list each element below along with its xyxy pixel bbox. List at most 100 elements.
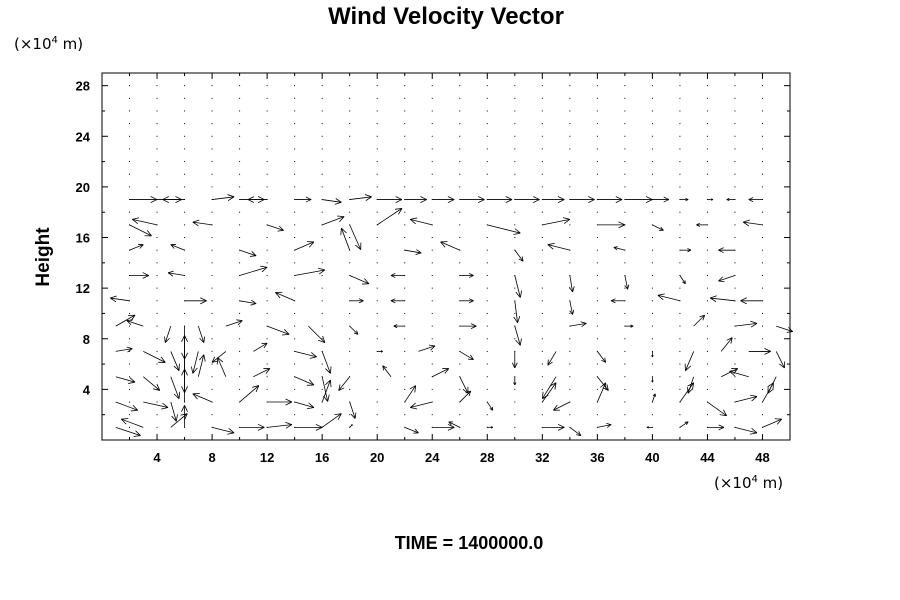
arrow-head (751, 428, 758, 434)
grid-point (129, 325, 131, 327)
grid-point (706, 287, 708, 289)
arrow-head (513, 232, 521, 235)
grid-point (624, 161, 626, 163)
wind-vector-arrow (459, 376, 469, 394)
arrow-shaft (129, 224, 152, 237)
arrow-shaft (132, 218, 158, 226)
grid-point (129, 148, 131, 150)
grid-point (569, 224, 571, 226)
grid-point (376, 110, 378, 112)
grid-point (294, 211, 296, 213)
arrow-head (578, 431, 582, 436)
wind-vector-arrow (321, 376, 330, 402)
arrow-shaft (721, 368, 738, 378)
arrow-head (120, 418, 127, 425)
grid-point (376, 173, 378, 175)
grid-point (349, 350, 351, 352)
arrow-head (257, 199, 265, 203)
grid-point (294, 173, 296, 175)
arrow-head (283, 329, 290, 335)
grid-point (349, 338, 351, 340)
grid-point (321, 300, 323, 302)
arrow-head (415, 252, 422, 255)
grid-point (459, 414, 461, 416)
wind-vector-arrow (513, 300, 521, 324)
arrow-head (135, 430, 141, 436)
arrow-head (430, 345, 436, 351)
arrow-head (699, 314, 705, 318)
grid-point (541, 135, 543, 137)
grid-point (486, 262, 488, 264)
arrow-head (709, 297, 717, 303)
grid-point (129, 426, 131, 428)
arrow-shaft (115, 376, 136, 383)
grid-point (211, 97, 213, 99)
grid-point (211, 85, 213, 87)
grid-point (679, 338, 681, 340)
wind-vector-arrow (197, 325, 205, 343)
wind-vector-arrow (212, 194, 235, 201)
grid-point (321, 363, 323, 365)
arrow-shaft (266, 325, 290, 335)
grid-point (569, 312, 571, 314)
arrow-shaft (707, 401, 727, 417)
grid-point (156, 148, 158, 150)
grid-point (569, 85, 571, 87)
arrow-shaft (217, 357, 227, 377)
grid-point (156, 363, 158, 365)
arrow-head (251, 385, 259, 388)
grid-point (349, 237, 351, 239)
grid-point (404, 338, 406, 340)
wind-vector-arrow (129, 196, 158, 203)
arrow-head (618, 221, 626, 226)
grid-point (266, 249, 268, 251)
arrow-head (164, 336, 166, 343)
arrow-shaft (294, 241, 315, 251)
arrow-shaft (687, 376, 695, 394)
arrow-head (557, 426, 565, 431)
wind-vector-arrow (762, 418, 783, 428)
arrow-head (505, 199, 513, 203)
grid-point (266, 300, 268, 302)
wind-vector-arrow (541, 376, 557, 400)
arrow-head (200, 297, 207, 302)
wind-vector-arrow (541, 382, 557, 403)
arrow-shaft (729, 370, 749, 378)
grid-point (761, 85, 763, 87)
wind-vector-arrow (170, 401, 178, 422)
grid-point (486, 123, 488, 125)
grid-point (761, 262, 763, 264)
x-axis-unit-label: (×104 m) (714, 474, 783, 492)
arrow-head (515, 291, 521, 298)
arrow-head (170, 244, 175, 249)
grid-point (761, 186, 763, 188)
arrow-head (162, 402, 169, 408)
grid-point (679, 312, 681, 314)
grid-point (514, 148, 516, 150)
grid-point (596, 148, 598, 150)
arrow-shaft (239, 385, 260, 403)
wind-vector-arrow (253, 368, 271, 378)
y-tick-label: 24 (76, 129, 91, 144)
arrow-shaft (410, 401, 433, 408)
wind-vector-arrow (143, 376, 161, 391)
arrow-shaft (197, 325, 205, 343)
wind-vector-arrow (267, 398, 293, 406)
grid-point (129, 363, 131, 365)
wind-vector-arrow (511, 351, 518, 369)
arrow-shaft (775, 351, 785, 369)
grid-point (679, 262, 681, 264)
grid-point (266, 363, 268, 365)
arrow-shaft (349, 196, 372, 200)
grid-point (514, 262, 516, 264)
arrow-head (121, 418, 129, 420)
grid-point (129, 287, 131, 289)
grid-point (349, 186, 351, 188)
arrow-head (162, 196, 170, 200)
grid-point (376, 287, 378, 289)
grid-point (761, 173, 763, 175)
grid-point (129, 401, 131, 403)
arrow-shaft (266, 224, 284, 231)
arrow-head (203, 336, 205, 343)
grid-point (761, 325, 763, 327)
